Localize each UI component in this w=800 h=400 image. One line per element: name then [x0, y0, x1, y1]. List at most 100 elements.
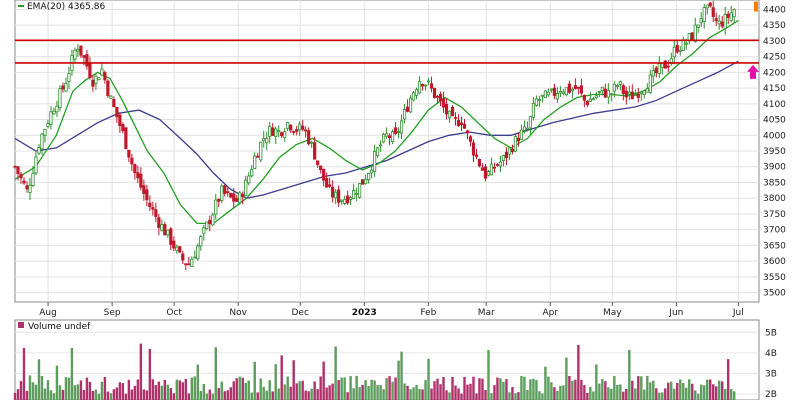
candle-body [94, 75, 98, 84]
volume-bar [79, 380, 83, 400]
volume-bar [517, 392, 520, 400]
candle-body [109, 95, 113, 99]
volume-bar [16, 389, 20, 400]
volume-bar [478, 378, 481, 400]
candle-body [609, 93, 613, 96]
candle-body [531, 103, 536, 118]
volume-bar [370, 379, 373, 400]
volume-bar [310, 388, 313, 400]
volume-bar [628, 349, 631, 400]
candle-body [151, 207, 155, 210]
candle-body [274, 128, 278, 137]
volume-bar [469, 383, 472, 400]
candle-body [22, 180, 26, 184]
volume-bar [265, 390, 268, 400]
volume-bar [562, 385, 565, 400]
volume-bar [133, 385, 137, 400]
candle-body [280, 132, 284, 137]
volume-bar [373, 380, 376, 400]
volume-bar [490, 393, 493, 400]
candle-body [49, 111, 53, 125]
candle-body [510, 148, 515, 153]
candle-body [606, 90, 610, 98]
candle-body [124, 127, 128, 150]
candle-body [154, 209, 158, 217]
volume-bar [274, 364, 277, 400]
candle-body [576, 86, 580, 89]
candle-body [325, 178, 329, 188]
volume-bar [379, 385, 382, 400]
candle-body [492, 166, 497, 169]
candle-body [555, 92, 559, 100]
volume-legend-swatch [18, 322, 24, 328]
volume-bar [334, 346, 337, 400]
volume-bar [283, 384, 286, 400]
candle-body [504, 151, 509, 158]
candle-body [295, 129, 299, 132]
candle-body [364, 179, 368, 185]
candle-body [148, 202, 152, 208]
price-tick-label: 4400 [763, 5, 786, 15]
candle-body [678, 49, 682, 52]
candle-body [429, 83, 434, 89]
candle-body [480, 167, 485, 171]
candle-body [316, 160, 320, 165]
volume-bar [547, 376, 550, 400]
volume-bar [622, 391, 625, 400]
volume-bar [604, 381, 607, 400]
candle-body [241, 193, 245, 198]
volume-bar [556, 390, 559, 400]
candle-body [361, 179, 365, 185]
volume-bar [295, 383, 298, 400]
candle-body [304, 129, 308, 132]
volume-bar [22, 347, 26, 400]
candle-body [355, 193, 359, 195]
candle-body [46, 123, 50, 127]
volume-bar [67, 377, 71, 400]
volume-bar [337, 380, 340, 400]
candle-body [175, 246, 179, 251]
volume-bar [13, 392, 17, 400]
volume-bar [73, 385, 77, 400]
volume-bar [289, 386, 292, 400]
volume-bar [610, 388, 613, 400]
candle-body [367, 172, 371, 181]
volume-bar [691, 383, 694, 400]
month-tick-label: 2023 [352, 308, 377, 318]
volume-bar [667, 382, 670, 400]
ema50-line [14, 60, 739, 199]
month-tick-label: Nov [229, 308, 247, 318]
volume-bar [175, 379, 179, 400]
candle-body [193, 256, 197, 259]
candle-body [73, 49, 77, 60]
candle-body [699, 18, 703, 23]
volume-bar [217, 388, 220, 400]
volume-bar [355, 375, 358, 400]
volume-bar [196, 364, 199, 400]
candle-body [459, 122, 464, 126]
month-tick-label: Oct [166, 308, 182, 318]
volume-bar [673, 388, 676, 400]
volume-bar [109, 393, 113, 400]
volume-bar [130, 389, 134, 400]
candle-body [468, 136, 473, 142]
candle-body [642, 90, 646, 95]
price-tick-label: 3800 [763, 194, 786, 204]
candle-body [184, 263, 188, 266]
candle-body [349, 197, 353, 200]
volume-bar [616, 384, 619, 400]
candle-body [522, 126, 527, 131]
volume-bar [250, 392, 253, 400]
candle-body [408, 97, 413, 113]
volume-bar [688, 379, 691, 400]
volume-bar [142, 389, 146, 400]
candle-body [199, 236, 203, 247]
candle-body [217, 198, 221, 202]
volume-bar [88, 381, 92, 400]
candle-body [328, 184, 332, 187]
candle-body [585, 100, 589, 106]
month-gridlines [47, 0, 739, 302]
candle-body [265, 137, 269, 143]
volume-bar [403, 383, 406, 400]
volume-bar [118, 382, 122, 400]
